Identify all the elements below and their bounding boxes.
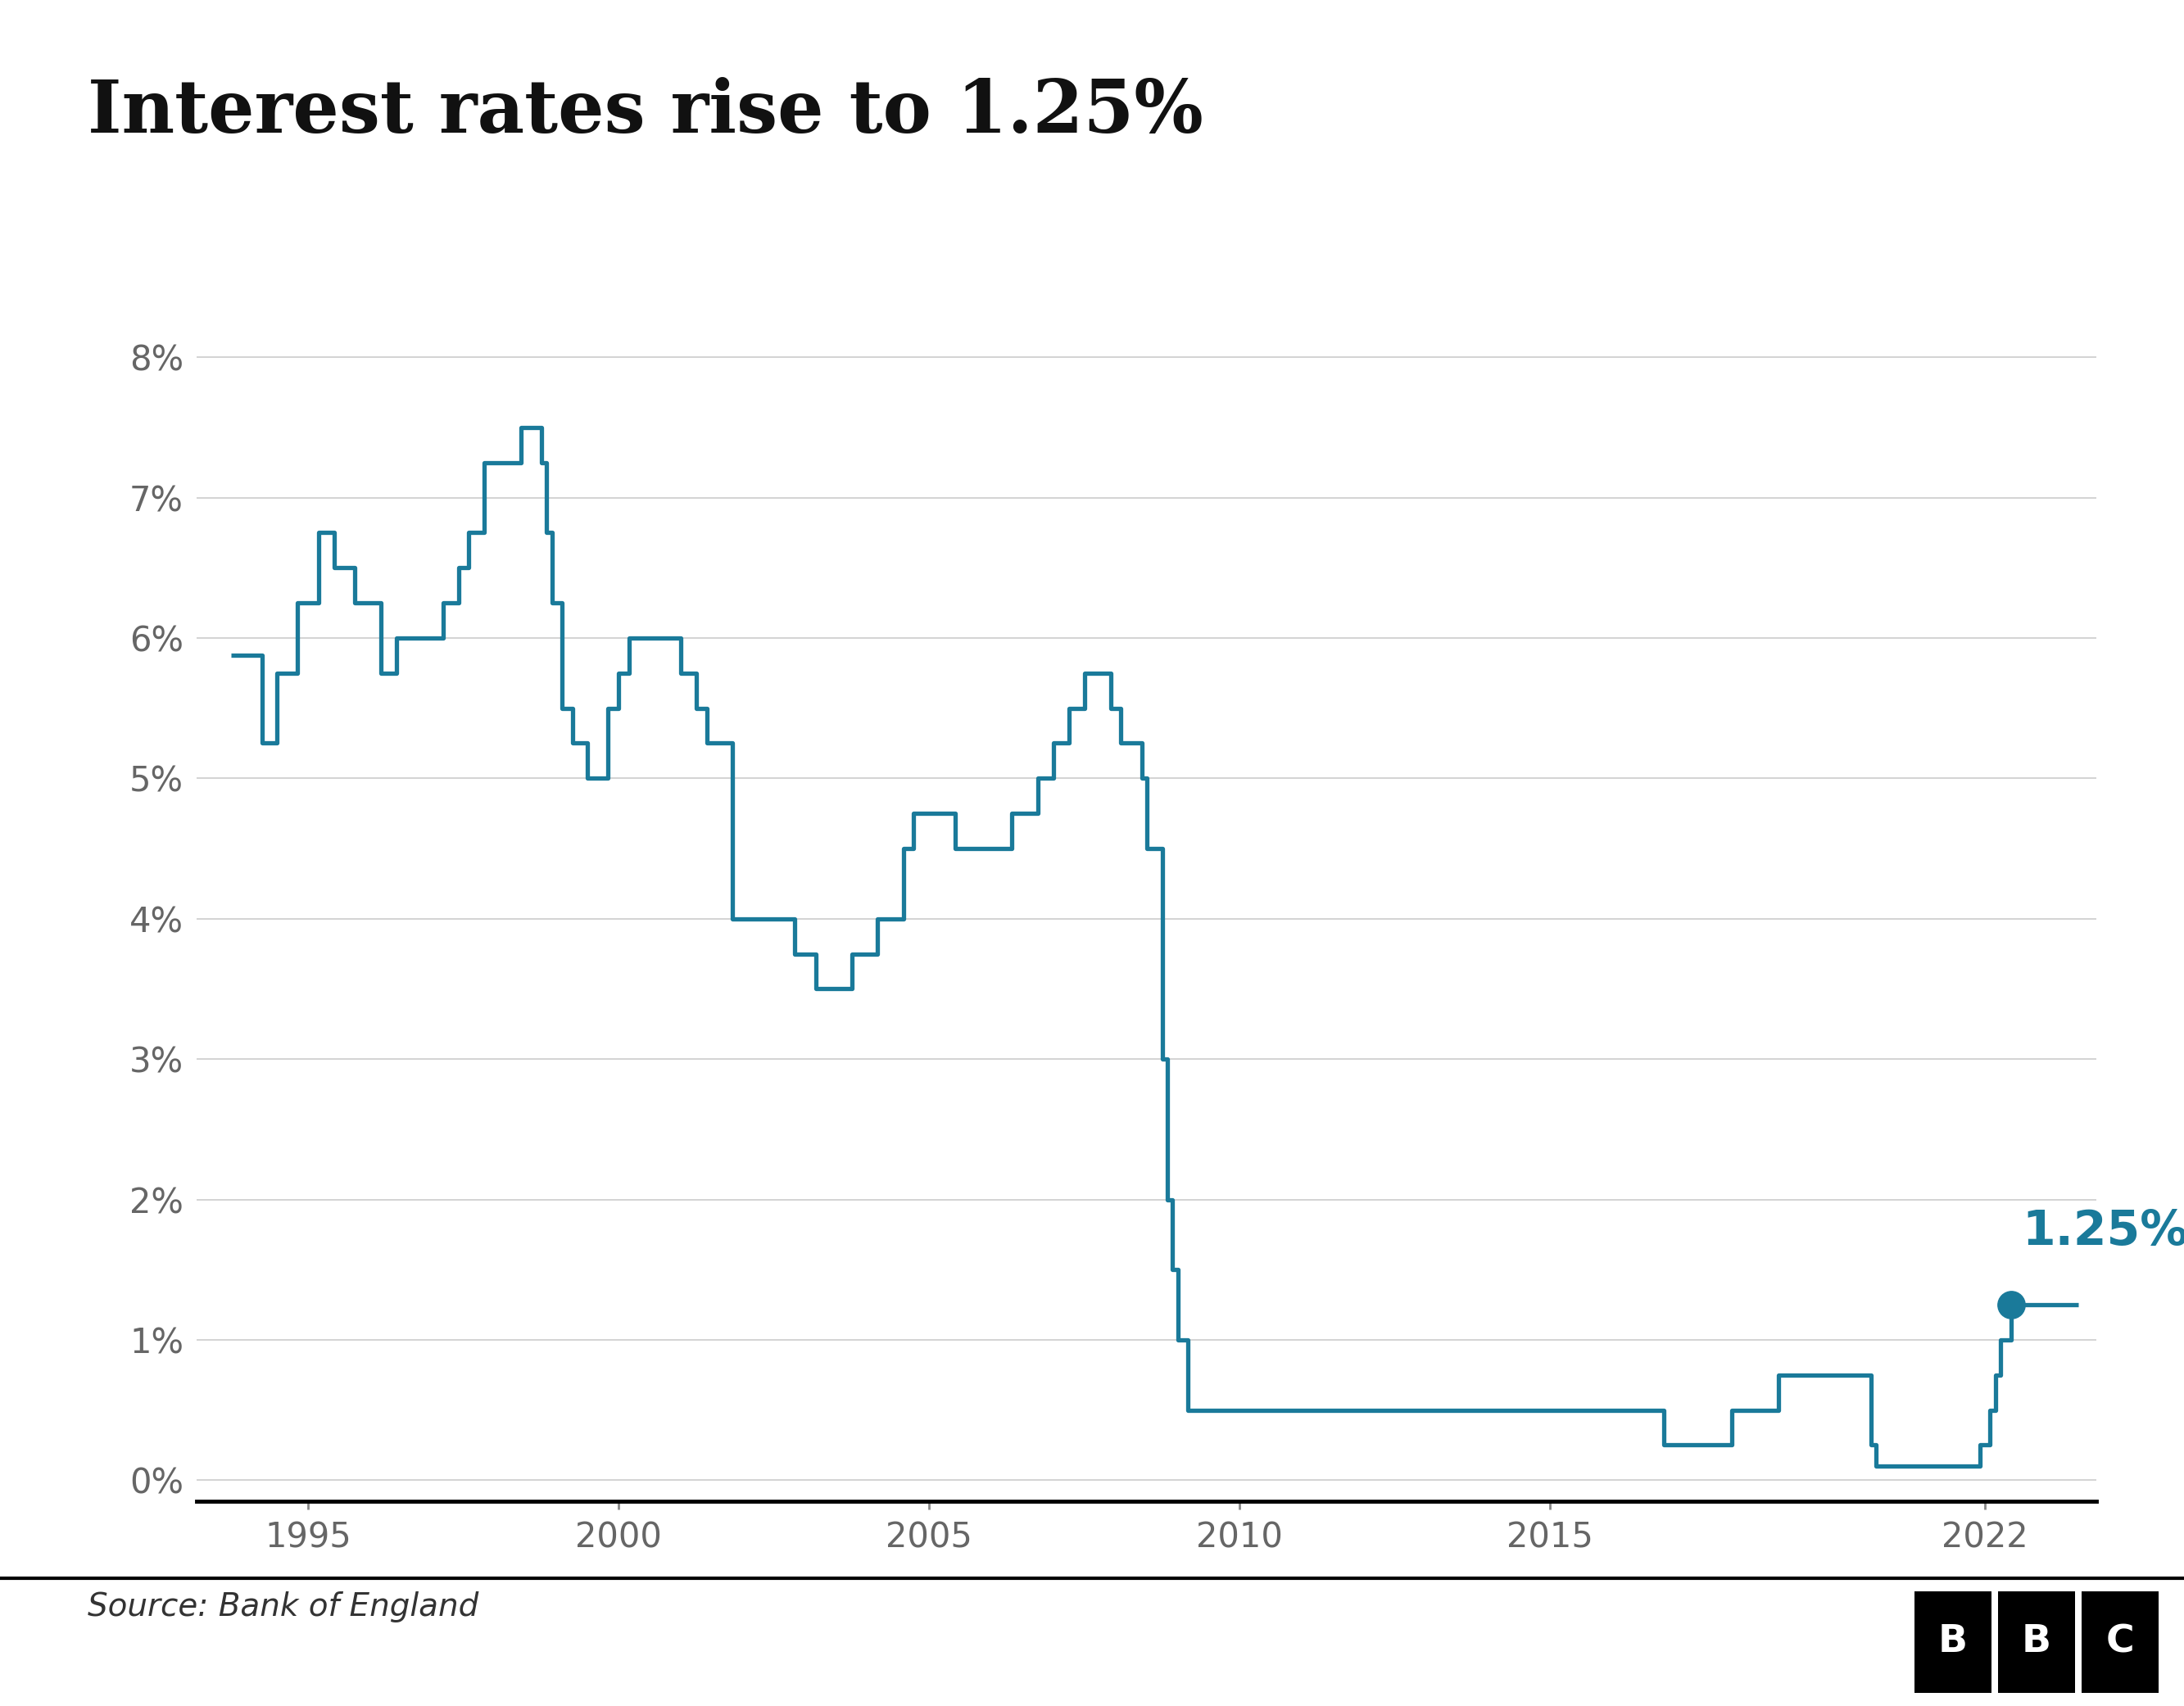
Text: B: B bbox=[1937, 1624, 1968, 1660]
Text: Interest rates rise to 1.25%: Interest rates rise to 1.25% bbox=[87, 77, 1203, 148]
Text: Source: Bank of England: Source: Bank of England bbox=[87, 1592, 478, 1622]
Text: B: B bbox=[2022, 1624, 2051, 1660]
Bar bbox=[1998, 1592, 2075, 1692]
Bar bbox=[2081, 1592, 2158, 1692]
Text: C: C bbox=[2105, 1624, 2134, 1660]
Bar bbox=[1915, 1592, 1992, 1692]
Text: 1.25%: 1.25% bbox=[2022, 1208, 2184, 1256]
